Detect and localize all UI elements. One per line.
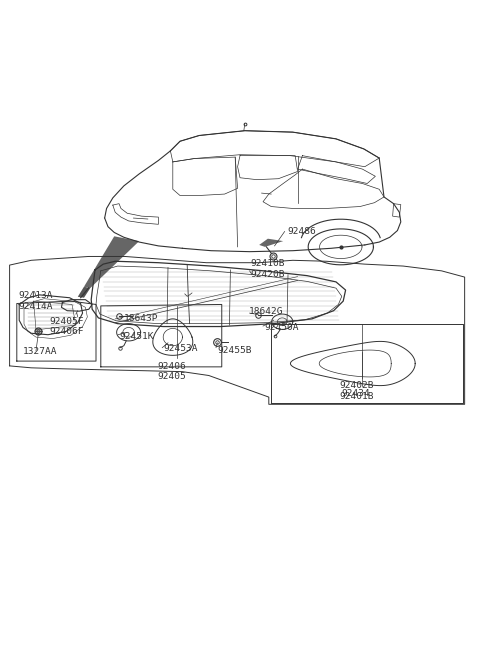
Text: 92450A: 92450A xyxy=(264,323,299,332)
Text: 92451K: 92451K xyxy=(119,331,154,341)
Text: 92486: 92486 xyxy=(287,227,316,236)
Text: 92455B: 92455B xyxy=(217,346,252,355)
Polygon shape xyxy=(78,287,90,298)
Text: 18643P: 18643P xyxy=(124,314,158,324)
Polygon shape xyxy=(84,236,139,288)
Text: 92453A: 92453A xyxy=(163,344,198,353)
Text: 92434: 92434 xyxy=(342,389,371,398)
Text: 92410B
92420B: 92410B 92420B xyxy=(251,259,285,278)
Text: 92413A
92414A: 92413A 92414A xyxy=(18,291,53,311)
Text: 92402B
92401B: 92402B 92401B xyxy=(339,381,373,401)
Polygon shape xyxy=(259,238,283,247)
Text: 92406
92405: 92406 92405 xyxy=(157,362,186,381)
Text: 92405F
92406F: 92405F 92406F xyxy=(49,317,84,336)
Text: 1327AA: 1327AA xyxy=(23,347,58,356)
Text: 18642G: 18642G xyxy=(249,307,283,316)
